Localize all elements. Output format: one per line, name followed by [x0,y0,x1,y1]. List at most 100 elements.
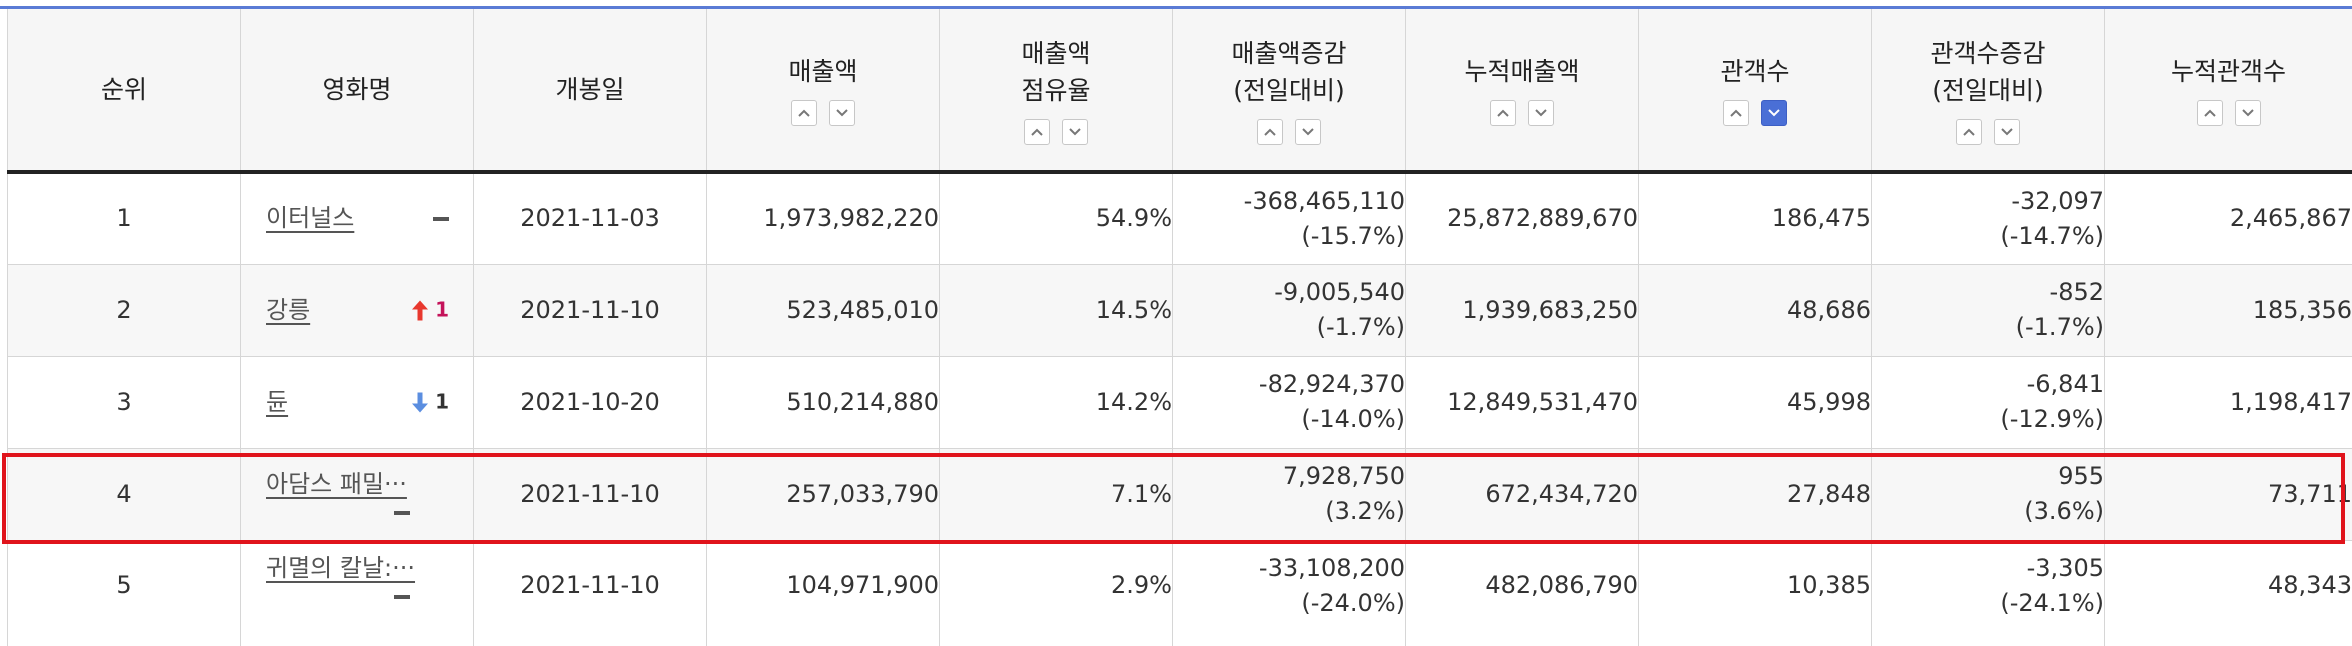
header-cum-sales: 누적매출액 [1405,9,1639,174]
table-row: 2 강릉 1 2021-11-10 523,485,010 14.5% -9,0… [7,264,2352,357]
rank-down-count: 1 [435,389,449,414]
table-row: 3 듄 1 2021-10-20 510,214,880 14.2% -82,9… [7,356,2352,449]
header-cum-audience: 누적관객수 [2104,9,2352,174]
cum-sales-cell: 482,086,790 [1405,540,1639,646]
sort-ascending-icon[interactable] [791,100,817,126]
title-cell: 아담스 패밀··· [240,448,474,541]
release-date-cell: 2021-11-10 [473,448,707,541]
header-sales-change: 매출액증감 (전일대비) [1172,9,1406,174]
sales-sort-controls [707,100,939,126]
sales-change-cell: 7,928,750 (3.2%) [1172,448,1406,541]
header-sales-label: 매출액 [788,57,858,86]
boxoffice-table: 순위 영화명 개봉일 매출액 매출액 점유율 [7,9,2352,646]
sort-ascending-icon[interactable] [2196,100,2223,126]
header-aud-change-line2: (전일대비) [1932,75,2044,105]
audience-sort-controls [1639,100,1871,126]
aud-change-percent: (-12.9%) [2000,405,2104,433]
audience-value: 10,385 [1787,570,1871,599]
sales-value: 104,971,900 [786,570,939,599]
sales-change-percent: (3.2%) [1325,497,1405,525]
cum-sales-sort-controls [1406,100,1638,126]
sort-descending-icon[interactable] [1994,118,2020,145]
cum-audience-cell: 2,465,867 [2104,172,2352,265]
aud-change-percent: (3.6%) [2024,497,2104,525]
header-audience: 관객수 [1638,9,1872,174]
sort-descending-icon[interactable] [1062,118,1088,145]
header-title: 영화명 [240,9,474,174]
movie-title-link[interactable]: 아담스 패밀··· [266,469,407,498]
sales-change-percent: (-24.0%) [1301,588,1405,617]
aud-change-percent: (-1.7%) [2015,313,2104,341]
rank-change: 1 [411,385,449,420]
release-date-cell: 2021-11-10 [473,264,707,357]
sales-change-value: -33,108,200 [1258,553,1405,582]
share-cell: 7.1% [939,448,1173,541]
sort-descending-icon[interactable] [1295,118,1321,145]
aud-change-cell: -3,305 (-24.1%) [1871,540,2105,646]
aud-change-value: -3,305 [2026,553,2104,582]
rank-cell: 3 [7,356,241,449]
share-value: 2.9% [1111,570,1172,599]
sort-ascending-icon[interactable] [1024,118,1050,145]
header-release: 개봉일 [473,9,707,174]
sales-change-sort-controls [1173,118,1405,145]
movie-title-link[interactable]: 듄 [266,387,289,416]
title-cell: 강릉 1 [240,264,474,357]
audience-cell: 45,998 [1638,356,1872,449]
header-share: 매출액 점유율 [939,9,1173,174]
aud-change-value: -6,841 [2026,370,2104,398]
title-cell: 듄 1 [240,356,474,449]
header-cum-audience-label: 누적관객수 [2170,57,2286,86]
sort-ascending-icon[interactable] [1257,118,1283,145]
aud-change-cell: -852 (-1.7%) [1871,264,2105,357]
rank-change [266,586,473,606]
sales-change-cell: -9,005,540 (-1.7%) [1172,264,1406,357]
sales-cell: 257,033,790 [706,448,940,541]
share-cell: 14.5% [939,264,1173,357]
sales-change-value: 7,928,750 [1282,462,1405,490]
rank-change: 1 [411,293,449,328]
header-aud-change: 관객수증감 (전일대비) [1871,9,2105,174]
cum-sales-cell: 1,939,683,250 [1405,264,1639,357]
sales-change-value: -368,465,110 [1243,186,1405,215]
sort-ascending-icon[interactable] [1956,118,1982,145]
movie-title-link[interactable]: 이터널스 [266,204,355,233]
header-title-label: 영화명 [322,75,392,104]
sales-change-percent: (-1.7%) [1316,313,1405,341]
table-top-rule [0,6,2352,9]
rank-cell: 4 [7,448,241,541]
share-cell: 14.2% [939,356,1173,449]
sort-ascending-icon[interactable] [1723,100,1749,126]
cum-audience-value: 48,343 [2268,570,2352,599]
aud-change-cell: -6,841 (-12.9%) [1871,356,2105,449]
table-row: 4 아담스 패밀··· 2021-11-10 257,033,790 7.1% … [7,448,2352,541]
release-date-cell: 2021-10-20 [473,356,707,449]
movie-title-link[interactable]: 강릉 [266,295,311,324]
sort-descending-icon[interactable] [1528,100,1554,126]
rank-cell: 5 [7,540,241,646]
rank-up-count: 1 [435,297,449,322]
share-cell: 54.9% [939,172,1173,265]
sort-ascending-icon[interactable] [1490,100,1516,126]
cum-sales-cell: 672,434,720 [1405,448,1639,541]
header-cum-sales-label: 누적매출액 [1464,57,1580,86]
aud-change-cell: 955 (3.6%) [1871,448,2105,541]
cum-audience-cell: 73,711 [2104,448,2352,541]
sales-change-value: -82,924,370 [1258,370,1405,398]
movie-title-link[interactable]: 귀멸의 칼날:··· [266,553,416,582]
aud-change-value: 955 [2058,462,2104,490]
rank-cell: 2 [7,264,241,357]
sort-descending-icon[interactable] [2234,100,2261,126]
audience-cell: 27,848 [1638,448,1872,541]
header-aud-change-line1: 관객수증감 [1930,38,2046,68]
no-change-dash-icon [394,511,410,515]
audience-cell: 186,475 [1638,172,1872,265]
sales-change-value: -9,005,540 [1274,278,1405,306]
sort-descending-icon[interactable] [829,100,855,126]
cum-sales-value: 482,086,790 [1485,570,1638,599]
sort-descending-active-icon[interactable] [1761,100,1787,126]
cum-audience-sort-controls [2105,100,2352,126]
sales-change-percent: (-14.0%) [1301,405,1405,433]
header-rank: 순위 [7,9,241,174]
